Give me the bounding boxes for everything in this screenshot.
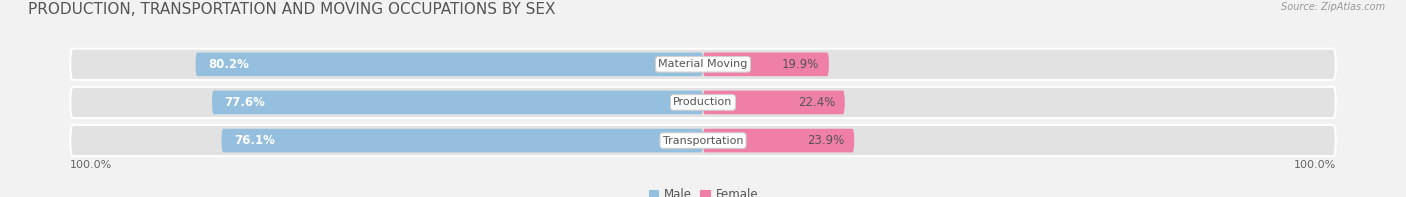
Text: 80.2%: 80.2% (208, 58, 249, 71)
FancyBboxPatch shape (195, 52, 703, 76)
Text: 19.9%: 19.9% (782, 58, 820, 71)
Legend: Male, Female: Male, Female (643, 183, 763, 197)
FancyBboxPatch shape (703, 52, 830, 76)
Text: 76.1%: 76.1% (235, 134, 276, 147)
Text: Source: ZipAtlas.com: Source: ZipAtlas.com (1281, 2, 1385, 12)
Text: Transportation: Transportation (662, 136, 744, 146)
FancyBboxPatch shape (222, 129, 703, 152)
Text: 77.6%: 77.6% (225, 96, 266, 109)
FancyBboxPatch shape (70, 87, 1336, 118)
FancyBboxPatch shape (212, 91, 703, 114)
Text: 22.4%: 22.4% (797, 96, 835, 109)
Text: 23.9%: 23.9% (807, 134, 845, 147)
Text: PRODUCTION, TRANSPORTATION AND MOVING OCCUPATIONS BY SEX: PRODUCTION, TRANSPORTATION AND MOVING OC… (28, 2, 555, 17)
Text: Production: Production (673, 98, 733, 107)
Text: 100.0%: 100.0% (70, 160, 112, 170)
FancyBboxPatch shape (70, 49, 1336, 80)
FancyBboxPatch shape (703, 91, 845, 114)
Text: 100.0%: 100.0% (1294, 160, 1336, 170)
Text: Material Moving: Material Moving (658, 59, 748, 69)
FancyBboxPatch shape (70, 125, 1336, 156)
FancyBboxPatch shape (703, 129, 855, 152)
